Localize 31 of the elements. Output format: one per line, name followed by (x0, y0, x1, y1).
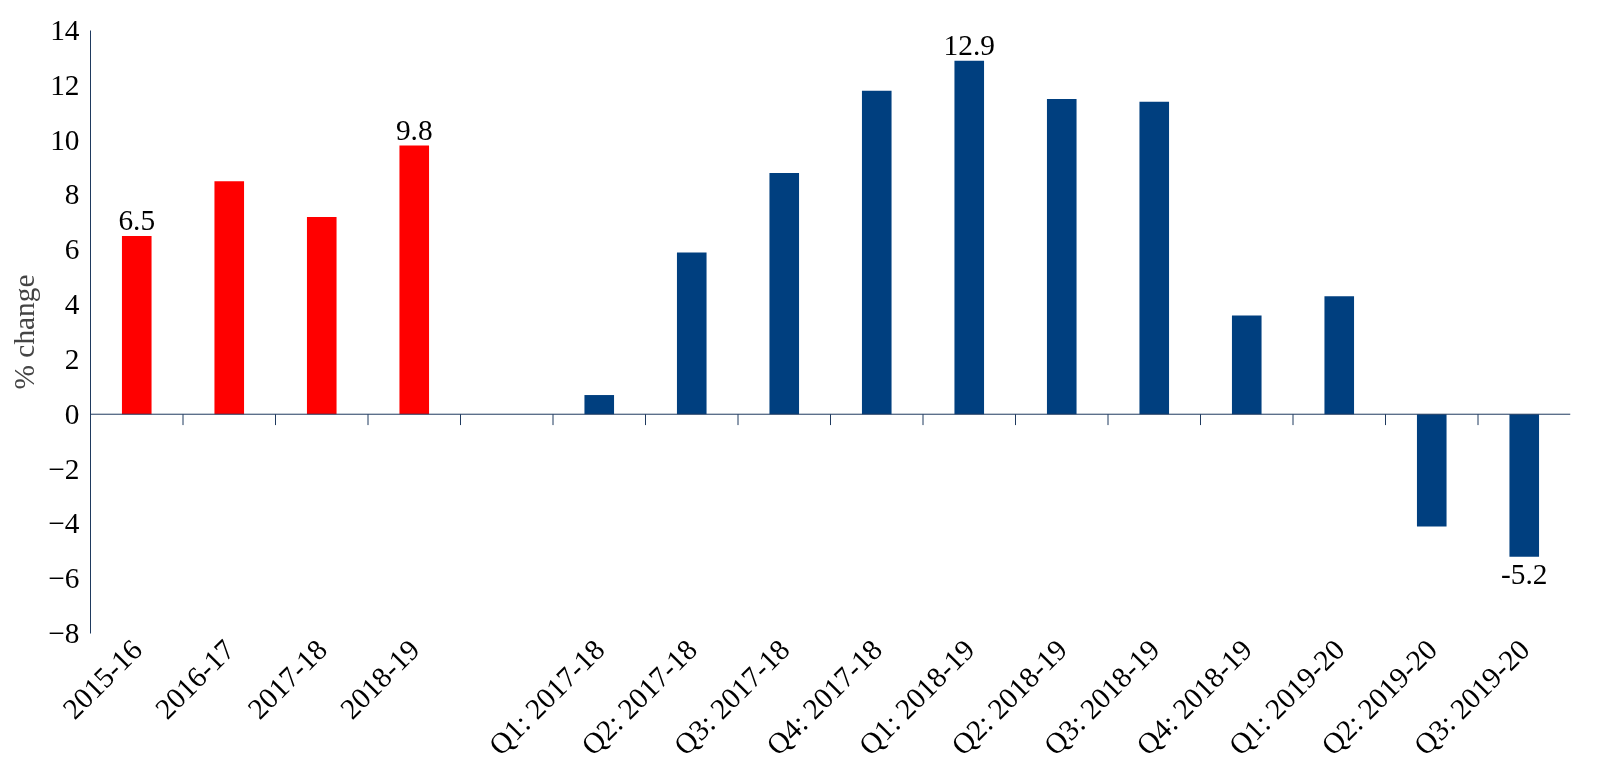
y-tick-label: −6 (48, 562, 80, 595)
y-axis-title: % change (8, 274, 41, 390)
y-tick-label: 2 (64, 342, 80, 375)
data-label: 6.5 (118, 204, 156, 237)
y-tick-label: 8 (64, 178, 80, 211)
y-tick-label: −4 (48, 507, 80, 540)
y-tick-label: −2 (48, 452, 80, 485)
y-tick-label: 4 (64, 288, 80, 321)
bar (214, 181, 245, 415)
bar (1046, 99, 1077, 415)
y-tick-label: 10 (50, 123, 80, 156)
data-label: -5.2 (1501, 557, 1548, 590)
data-label: 12.9 (943, 28, 995, 61)
bar (306, 216, 337, 415)
y-tick-label: 6 (64, 233, 80, 266)
data-label: 9.8 (395, 113, 433, 146)
y-tick-label: 12 (50, 68, 80, 101)
bar (399, 145, 430, 415)
bar (954, 60, 985, 415)
bar (861, 90, 892, 415)
bar (1509, 414, 1540, 557)
y-tick-label: 14 (50, 14, 80, 46)
bar (1416, 414, 1447, 527)
bar (1139, 101, 1170, 415)
y-tick-label: 0 (64, 397, 80, 430)
bar (584, 395, 615, 415)
bar (1324, 296, 1355, 415)
bar (1231, 315, 1262, 415)
bar (121, 236, 152, 415)
bar (676, 252, 707, 415)
bar (769, 173, 800, 415)
